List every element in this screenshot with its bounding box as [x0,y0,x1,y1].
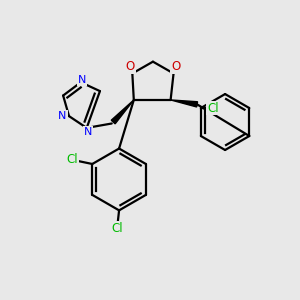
Text: O: O [171,61,181,74]
Text: N: N [78,75,86,85]
Text: Cl: Cl [112,222,123,236]
Text: Cl: Cl [207,101,219,115]
Text: Cl: Cl [67,153,78,166]
Text: N: N [84,127,92,137]
Text: O: O [125,61,135,74]
Text: N: N [58,111,67,121]
Polygon shape [111,100,134,124]
Polygon shape [171,100,197,107]
